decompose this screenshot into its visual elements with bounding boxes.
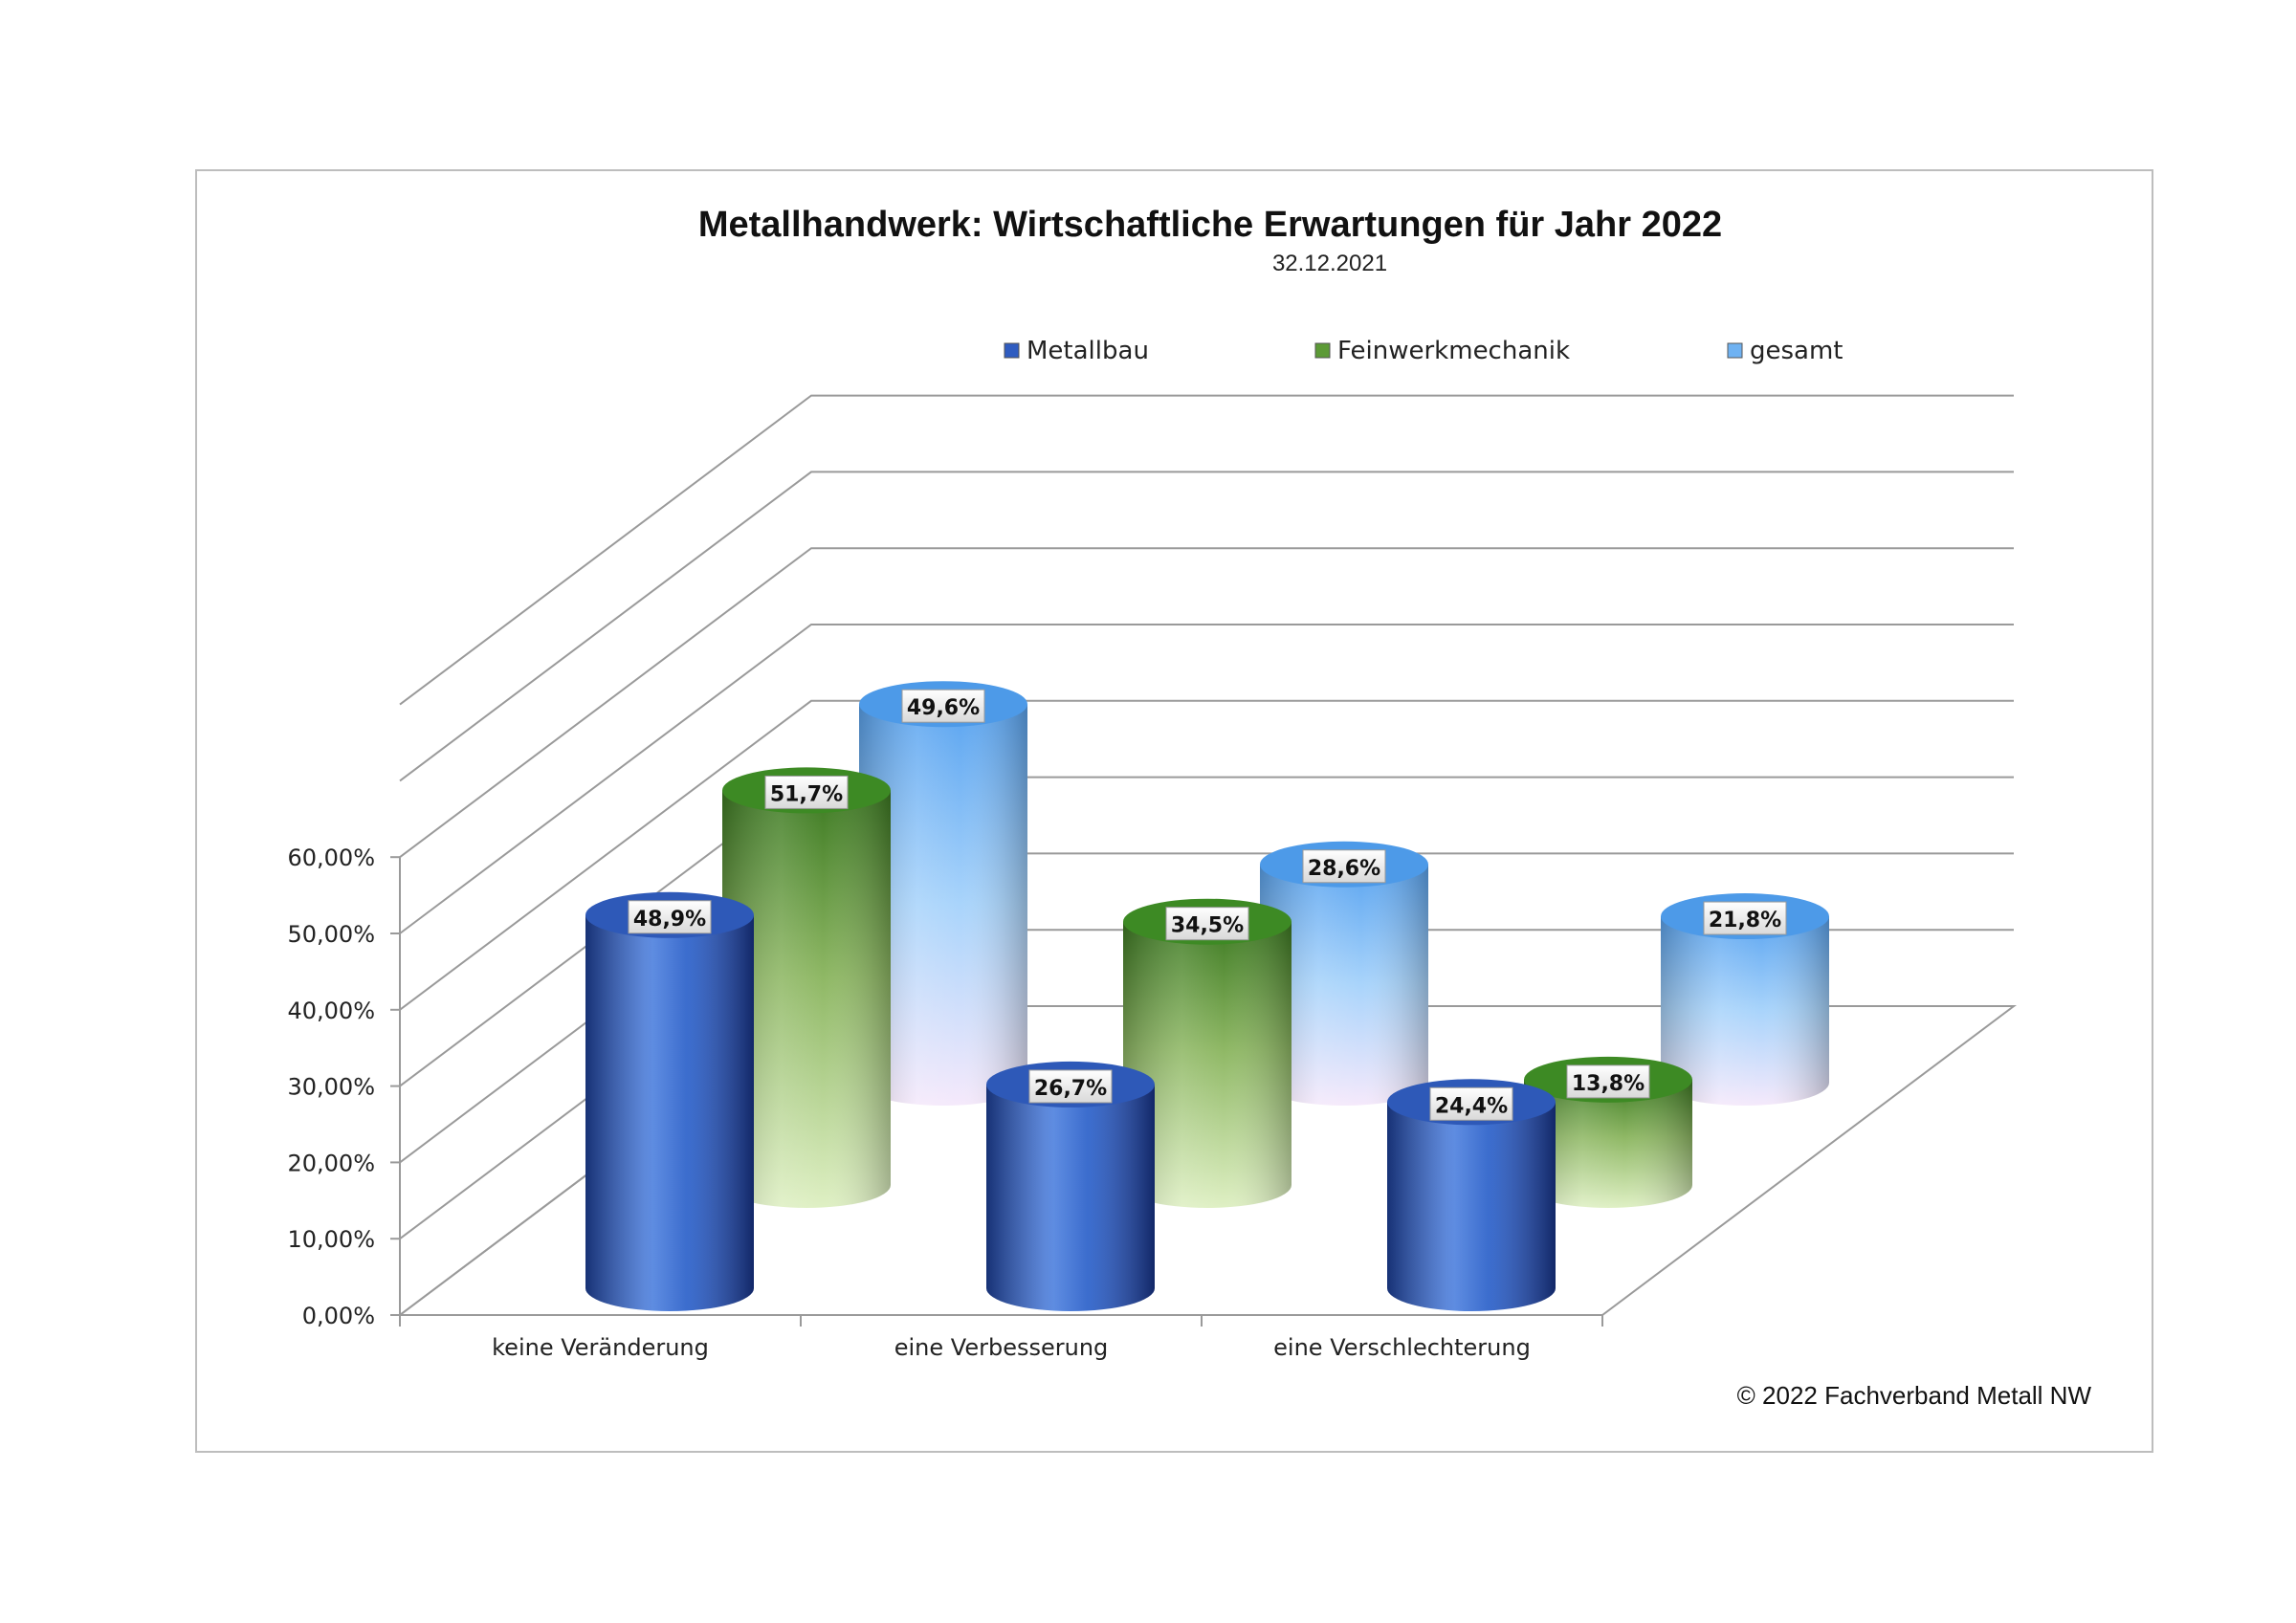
y-tick-label: 50,00% (287, 921, 375, 948)
x-tick-label: eine Verschlechterung (1273, 1334, 1531, 1361)
x-tick-label: eine Verbesserung (894, 1334, 1109, 1361)
legend-label: gesamt (1750, 337, 1843, 365)
copyright-note: © 2022 Fachverband Metall NW (1737, 1381, 2092, 1410)
data-label: 34,5% (1171, 914, 1244, 938)
y-tick-label: 0,00% (302, 1303, 375, 1329)
y-tick-label: 40,00% (287, 998, 375, 1024)
y-tick-label: 60,00% (287, 844, 375, 871)
legend-swatch (1004, 342, 1020, 359)
legend-swatch (1727, 342, 1743, 359)
bar-gesamt-2: 21,8% (1661, 893, 1829, 1106)
data-label-box (1302, 849, 1386, 884)
legend-label: Metallbau (1027, 337, 1149, 365)
data-label-box (1566, 1064, 1650, 1099)
legend-item-gesamt: gesamt (1727, 337, 1843, 365)
data-label-box (764, 775, 849, 809)
data-label-box (1429, 1086, 1513, 1121)
bar-feinwerkmechanik-2: 13,8% (1524, 1056, 1692, 1208)
gridline (399, 624, 2014, 934)
data-label: 24,4% (1435, 1094, 1508, 1118)
data-label-box (901, 689, 985, 723)
legend-label: Feinwerkmechanik (1337, 337, 1570, 365)
data-label: 28,6% (1308, 857, 1380, 881)
gridline (399, 394, 2014, 706)
data-label: 49,6% (907, 696, 980, 720)
bar-gesamt-1: 28,6% (1260, 841, 1428, 1106)
bar-shading (585, 914, 754, 1311)
data-label-box (628, 900, 712, 934)
bar-shading (1123, 921, 1292, 1208)
bar-gesamt-0: 49,6% (859, 681, 1027, 1106)
legend-item-feinwerkmechanik: Feinwerkmechanik (1314, 337, 1570, 365)
bars: 49,6% 28,6% 21,8% 51,7% 34,5% 13,8% 48,9% 26,7%… (585, 681, 1829, 1311)
bar-feinwerkmechanik-1: 34,5% (1123, 898, 1292, 1208)
data-label-box (1028, 1069, 1113, 1104)
gridline (399, 471, 2014, 782)
legend: Metallbau Feinwerkmechanik gesamt (1004, 337, 1843, 365)
y-tick-label: 30,00% (287, 1074, 375, 1101)
bar-metallbau-1: 26,7% (986, 1061, 1155, 1311)
y-axis: 0,00% 10,00% 20,00% 30,00% 40,00% 50,00% 60,00… (287, 844, 401, 1329)
data-label: 13,8% (1572, 1072, 1645, 1096)
bar-shading (859, 704, 1027, 1106)
data-label-box (1703, 901, 1787, 935)
data-label: 26,7% (1034, 1077, 1107, 1101)
bar-feinwerkmechanik-0: 51,7% (722, 767, 891, 1208)
bar-metallbau-2: 24,4% (1387, 1079, 1556, 1311)
chart-title: Metallhandwerk: Wirtschaftliche Erwartun… (698, 205, 1722, 245)
chart-subtitle: 32.12.2021 (1272, 251, 1387, 276)
legend-swatch (1314, 342, 1331, 359)
x-axis: keine Veränderung eine Verbesserung eine V… (399, 1315, 1603, 1361)
gridline (399, 699, 2014, 1011)
legend-item-metallbau: Metallbau (1004, 337, 1149, 365)
bar-shading (1524, 1079, 1692, 1208)
bar-shading (1661, 916, 1829, 1106)
data-label: 21,8% (1709, 909, 1781, 932)
bar-shading (1387, 1102, 1556, 1311)
chart-frame (195, 169, 2153, 1453)
y-tick-label: 10,00% (287, 1226, 375, 1253)
data-label: 51,7% (770, 782, 843, 806)
data-label-box (1165, 907, 1249, 941)
bar-shading (722, 790, 891, 1208)
bar-metallbau-0: 48,9% (585, 891, 754, 1311)
gridline (399, 547, 2014, 858)
bar-shading (1260, 864, 1428, 1106)
data-label: 48,9% (633, 908, 706, 932)
x-tick-label: keine Veränderung (492, 1334, 709, 1361)
bar-shading (986, 1084, 1155, 1311)
y-tick-label: 20,00% (287, 1150, 375, 1176)
